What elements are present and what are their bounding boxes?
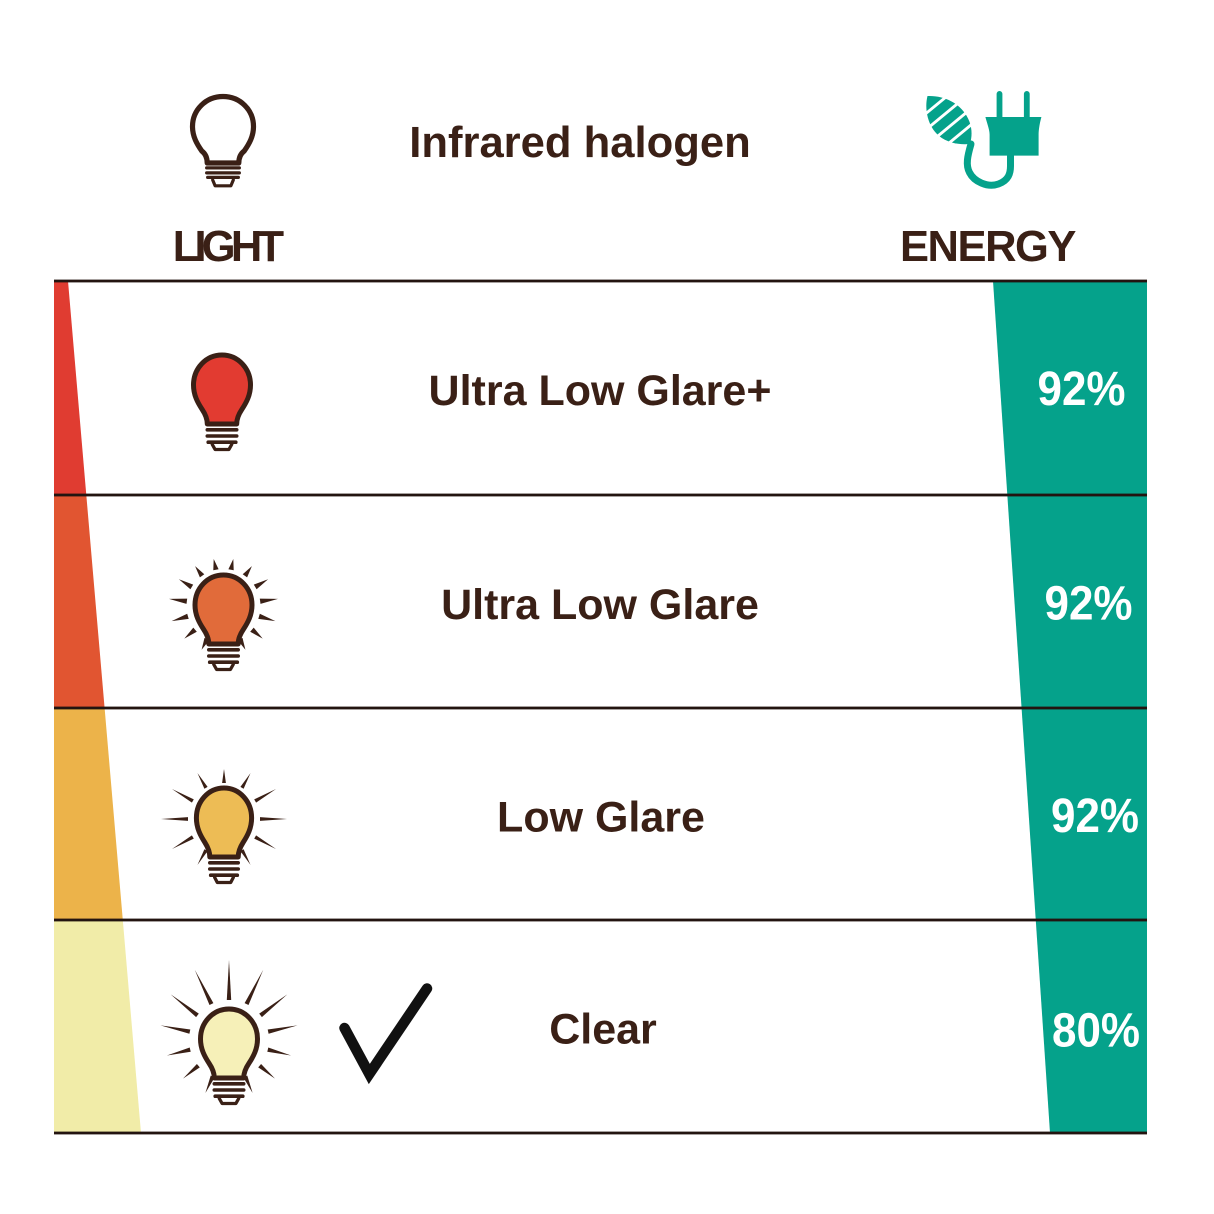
svg-text:LIGHT: LIGHT [173,223,285,271]
svg-text:ENERGY: ENERGY [900,223,1076,271]
svg-text:Infrared halogen: Infrared halogen [409,119,751,167]
svg-text:92%: 92% [1038,363,1126,416]
svg-text:Low Glare: Low Glare [497,794,705,842]
svg-text:Clear: Clear [549,1006,657,1054]
svg-text:Ultra Low Glare+: Ultra Low Glare+ [429,367,772,415]
svg-text:92%: 92% [1045,578,1133,631]
svg-text:80%: 80% [1052,1005,1140,1058]
svg-text:Ultra Low Glare: Ultra Low Glare [441,581,759,629]
svg-text:92%: 92% [1051,790,1139,843]
